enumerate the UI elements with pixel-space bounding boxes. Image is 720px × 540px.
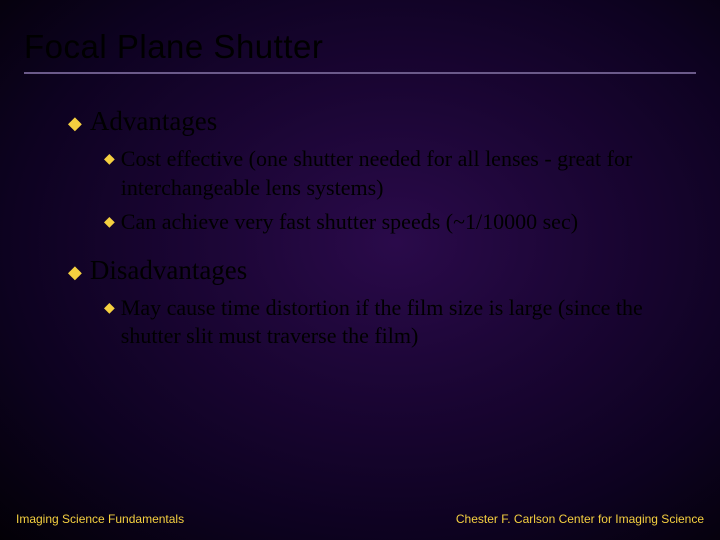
slide-footer: Imaging Science Fundamentals Chester F. … [16,512,704,526]
slide-container: Focal Plane Shutter ◆ Advantages ◆ Cost … [0,0,720,540]
section-heading: ◆ Advantages [68,106,676,137]
list-item: ◆ May cause time distortion if the film … [104,294,676,351]
list-item: ◆ Cost effective (one shutter needed for… [104,145,676,202]
diamond-bullet-icon: ◆ [68,262,82,283]
section-heading-text: Advantages [90,106,217,137]
title-underline [24,72,696,74]
footer-right-text: Chester F. Carlson Center for Imaging Sc… [456,512,704,526]
section-heading: ◆ Disadvantages [68,255,676,286]
section-heading-text: Disadvantages [90,255,247,286]
diamond-bullet-icon: ◆ [104,214,115,232]
list-item: ◆ Can achieve very fast shutter speeds (… [104,208,676,237]
list-item-text: May cause time distortion if the film si… [121,294,676,351]
diamond-bullet-icon: ◆ [104,151,115,169]
section-items: ◆ May cause time distortion if the film … [68,294,676,351]
slide-content: ◆ Advantages ◆ Cost effective (one shutt… [24,106,696,351]
section-items: ◆ Cost effective (one shutter needed for… [68,145,676,237]
footer-left-text: Imaging Science Fundamentals [16,512,184,526]
list-item-text: Cost effective (one shutter needed for a… [121,145,676,202]
diamond-bullet-icon: ◆ [68,113,82,134]
list-item-text: Can achieve very fast shutter speeds (~1… [121,208,676,237]
diamond-bullet-icon: ◆ [104,300,115,318]
slide-title: Focal Plane Shutter [24,28,696,66]
